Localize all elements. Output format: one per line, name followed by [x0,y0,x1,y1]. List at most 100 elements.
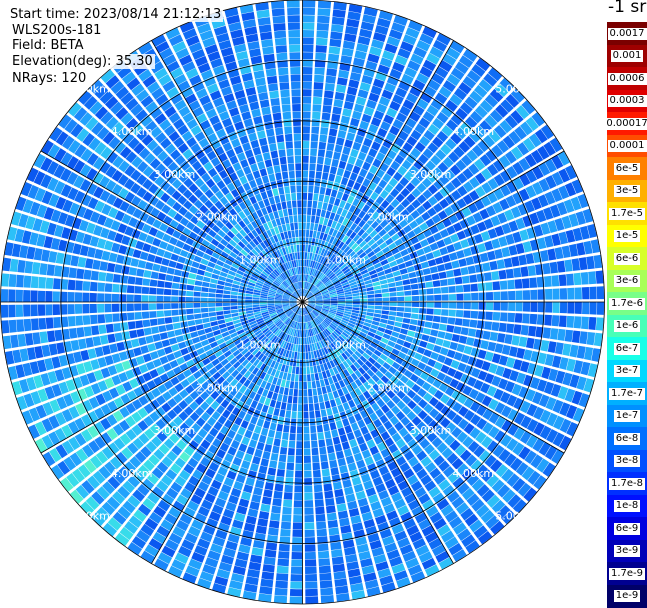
gate-cell [276,45,287,53]
gate-cell [328,54,339,62]
gate-cell [334,578,347,587]
gate-cell [278,210,283,218]
gate-cell [325,188,331,196]
gate-cell [366,287,373,291]
gate-cell [424,275,432,282]
gate-cell [284,216,289,224]
gate-cell [326,438,333,446]
gate-cell [311,374,315,381]
gate-cell [199,264,207,271]
gate-cell [150,319,158,326]
gate-cell [554,247,563,259]
gate-cell [245,305,252,308]
gate-cell [290,582,302,589]
gate-cell [285,134,293,142]
gate-cell [23,275,31,287]
gate-cell [203,323,211,329]
gate-cell [292,404,297,411]
gate-cell [382,293,389,297]
gate-cell [336,451,344,459]
gate-cell [192,261,200,268]
gate-cell [168,260,176,268]
gate-cell [331,114,340,122]
gate-cell [307,374,311,381]
gate-cell [272,8,285,16]
gate-cell [501,302,508,311]
gate-cell [157,281,165,288]
gate-cell [284,492,293,500]
gate-cell [298,222,301,229]
gate-cell [303,200,307,207]
gate-cell [204,271,212,277]
gate-cell [572,330,580,343]
gate-cell [292,238,296,245]
gate-cell [23,305,30,317]
gate-cell [453,326,461,334]
gate-cell [344,33,357,42]
gate-cell [147,343,156,351]
gate-cell [98,325,106,335]
gate-cell [312,201,317,208]
gate-cell [98,272,106,281]
gate-cell [557,329,565,341]
gate-cell [295,463,302,470]
gate-cell [283,500,292,508]
gate-cell [308,245,311,252]
gate-cell [156,248,165,256]
gate-cell [85,337,94,347]
gate-cell [164,289,171,295]
gate-cell [256,10,269,19]
gate-cell [164,296,171,302]
gate-cell [346,163,354,172]
gate-cell [300,360,303,367]
gate-cell [330,166,337,174]
gate-cell [201,287,208,292]
gate-cell [304,267,306,274]
gate-cell [352,307,359,310]
colorbar-tick-label: 1.7e-5 [609,208,645,220]
gate-cell [330,422,337,430]
gate-cell [493,312,501,321]
gate-cell [171,296,178,302]
gate-cell [286,149,293,157]
gate-cell [311,141,318,148]
gate-cell [190,331,198,338]
gate-cell [97,304,104,313]
colorbar-tick-label: 1e-5 [614,230,641,242]
gate-cell [322,172,329,180]
gate-cell [93,336,102,346]
gate-cell [283,119,291,127]
gate-cell [336,420,343,428]
gate-cell [446,270,454,278]
gate-cell [397,302,404,306]
gate-cell [16,305,23,317]
gate-cell [208,303,215,307]
gate-cell [216,303,223,307]
gate-cell [273,491,282,499]
gate-cell [277,566,289,574]
gate-cell [280,447,287,455]
gate-cell [347,179,355,188]
gate-cell [290,186,295,193]
gate-cell [477,273,485,282]
gate-cell [424,321,432,328]
gate-cell [294,134,301,141]
gate-cell [119,304,126,312]
gate-cell [323,424,330,432]
gate-cell [303,185,308,192]
gate-cell [290,381,294,388]
gate-cell [557,261,565,273]
gate-cell [153,334,161,342]
gate-cell [300,252,302,259]
gate-cell [271,151,279,159]
gate-cell [245,294,252,297]
gate-cell [374,285,381,290]
gate-cell [500,281,508,290]
gate-cell [484,272,492,281]
gate-cell [296,185,301,192]
gate-cell [324,158,331,166]
gate-cell [559,315,567,327]
gate-cell [444,262,452,270]
gate-cell [291,574,303,581]
gate-cell [277,558,289,566]
